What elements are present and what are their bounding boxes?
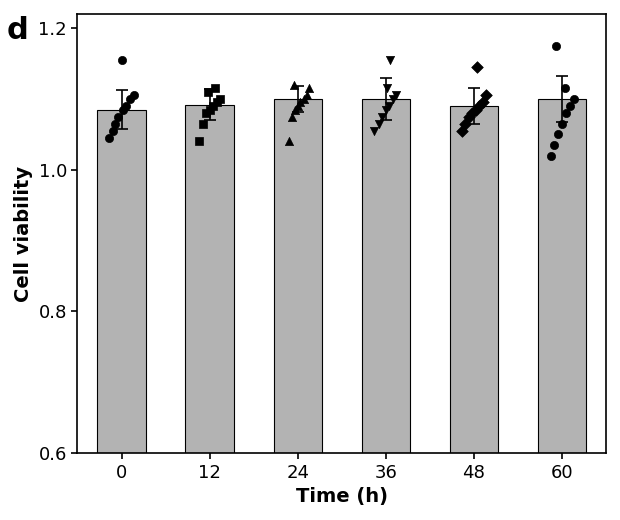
Point <box>560 84 570 93</box>
Point <box>288 112 298 121</box>
Bar <box>450 106 498 520</box>
Point <box>198 120 208 128</box>
Point <box>549 141 559 149</box>
Point <box>301 91 311 99</box>
Text: d: d <box>6 16 28 45</box>
Point <box>121 102 131 110</box>
Point <box>562 109 572 117</box>
Point <box>388 95 398 103</box>
Point <box>467 109 477 117</box>
Point <box>464 112 474 121</box>
Point <box>194 137 204 146</box>
Point <box>551 42 561 50</box>
Point <box>304 84 314 93</box>
Point <box>382 84 392 93</box>
Point <box>299 95 309 103</box>
X-axis label: Time (h): Time (h) <box>296 487 388 506</box>
Y-axis label: Cell viability: Cell viability <box>14 165 33 302</box>
Bar <box>361 99 410 520</box>
Point <box>471 106 480 114</box>
Point <box>378 112 388 121</box>
Point <box>474 102 484 110</box>
Bar <box>538 99 587 520</box>
Point <box>290 106 300 114</box>
Bar <box>97 110 146 520</box>
Point <box>557 120 567 128</box>
Point <box>208 102 218 110</box>
Point <box>478 98 488 107</box>
Point <box>391 91 401 99</box>
Point <box>381 106 391 114</box>
Point <box>374 120 384 128</box>
Bar <box>273 99 322 520</box>
Point <box>113 112 123 121</box>
Point <box>552 130 562 138</box>
Point <box>110 120 120 128</box>
Point <box>205 106 215 114</box>
Point <box>295 98 305 107</box>
Point <box>565 102 575 110</box>
Point <box>457 127 467 135</box>
Point <box>569 95 578 103</box>
Point <box>284 137 294 146</box>
Point <box>125 95 135 103</box>
Point <box>481 91 491 99</box>
Point <box>293 102 303 110</box>
Point <box>370 127 379 135</box>
Point <box>203 88 213 96</box>
Point <box>118 106 128 114</box>
Point <box>472 63 482 71</box>
Point <box>385 56 395 64</box>
Point <box>290 81 299 89</box>
Point <box>546 151 556 160</box>
Point <box>117 56 127 64</box>
Point <box>129 91 139 99</box>
Point <box>210 84 220 93</box>
Point <box>460 120 470 128</box>
Point <box>215 95 225 103</box>
Point <box>108 127 118 135</box>
Point <box>104 134 114 142</box>
Point <box>384 102 394 110</box>
Point <box>212 98 222 107</box>
Bar <box>185 105 234 520</box>
Point <box>201 109 211 117</box>
